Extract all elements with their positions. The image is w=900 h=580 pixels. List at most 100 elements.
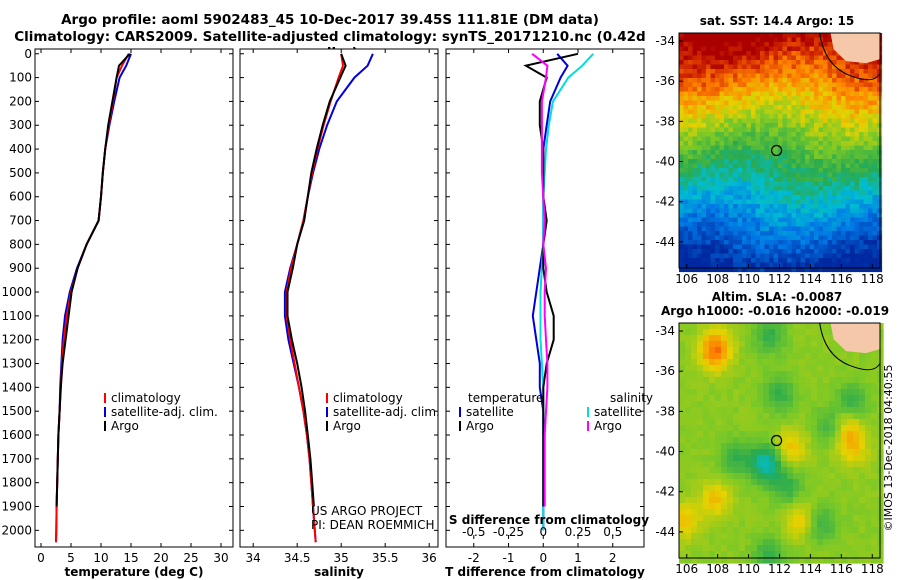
x-tick-label-s: 0.5 [603, 525, 622, 539]
y-tick-label: 1500 [1, 404, 32, 418]
series-argo [55, 53, 131, 507]
lat-tick-label: -34 [655, 324, 675, 338]
x-tick-label: 2 [609, 551, 617, 565]
lon-tick-label: 108 [706, 272, 729, 286]
x-tick-label: -1 [503, 551, 515, 565]
sla-map-title-2: Argo h1000: -0.016 h2000: -0.019 [661, 304, 889, 318]
lat-tick-label: -36 [655, 364, 675, 378]
x-tick-label: 35 [334, 551, 349, 565]
x-tick-label: 0 [37, 551, 45, 565]
x-axis-label-top: S difference from climatology [449, 513, 649, 527]
x-tick-label: 36 [422, 551, 437, 565]
land-australia [830, 33, 880, 64]
contour-line [819, 32, 881, 81]
lat-tick-label: -40 [655, 445, 675, 459]
lon-tick-label: 106 [675, 272, 698, 286]
x-tick-label: 34.5 [284, 551, 311, 565]
contour-line [819, 322, 881, 371]
x-tick-label: -2 [468, 551, 480, 565]
x-tick-label-s: -0.5 [462, 525, 485, 539]
lat-tick-label: -44 [655, 525, 675, 539]
sla-map: -34 -36 -38 -40 -42 -44 106 108 110 112 114 116 118 [655, 322, 884, 576]
annotation-text: US ARGO PROJECT [311, 504, 423, 518]
x-tick-label: 30 [213, 551, 228, 565]
y-tick-label: 1900 [1, 499, 32, 513]
panel-temperature: 0100200300400500600700800900100011001200… [1, 47, 234, 579]
y-tick-label: 600 [9, 190, 32, 204]
series-salinity-argo [531, 53, 549, 507]
legend-label: satellite [594, 405, 642, 419]
panel-salinity: 34 34.5 35 35.5 36 salinity climatologysatelli… [239, 48, 440, 579]
y-tick-label: 2000 [1, 523, 32, 537]
lon-tick-label: 118 [861, 562, 884, 576]
annotation-text: PI: DEAN ROEMMICH [311, 518, 434, 532]
x-tick-label-s: 0 [539, 525, 547, 539]
y-tick-label: 1100 [1, 309, 32, 323]
y-tick-label: 200 [9, 94, 32, 108]
y-tick-label: 800 [9, 237, 32, 251]
sst-map: -34 -36 -38 -40 -42 -44 106 108 110 112 114 116 118 [655, 32, 884, 286]
lon-tick-label: 110 [737, 562, 760, 576]
legend-label: satellite [466, 405, 514, 419]
y-tick-label: 1800 [1, 476, 32, 490]
y-tick-label: 500 [9, 166, 32, 180]
series-argo [286, 53, 347, 507]
x-tick-label: 0 [539, 551, 547, 565]
x-tick-label: 1 [574, 551, 582, 565]
y-tick-label: 900 [9, 261, 32, 275]
sla-map-title-1: Altim. SLA: -0.0087 [712, 290, 843, 304]
x-axis-label: salinity [314, 565, 364, 579]
lat-tick-label: -40 [655, 155, 675, 169]
y-tick-label: 1600 [1, 428, 32, 442]
legend-label: satellite-adj. clim. [333, 405, 440, 419]
lat-tick-label: -36 [655, 74, 675, 88]
lon-tick-label: 106 [675, 562, 698, 576]
legend-title-salinity: salinity [610, 391, 653, 405]
legend-label: climatology [333, 391, 403, 405]
y-tick-label: 0 [24, 47, 32, 61]
sst-map-title: sat. SST: 14.4 Argo: 15 [700, 14, 854, 28]
lon-tick-label: 108 [706, 562, 729, 576]
x-tick-label: 15 [123, 551, 138, 565]
y-tick-label: 1300 [1, 357, 32, 371]
lon-tick-label: 112 [768, 562, 791, 576]
sla-field [679, 323, 884, 564]
x-tick-label: 10 [93, 551, 108, 565]
lat-tick-label: -38 [655, 114, 675, 128]
lat-tick-label: -34 [655, 34, 675, 48]
panel-differences: -2 -1 0 1 2T difference from climatology temp… [445, 48, 653, 579]
argo-location-marker [770, 144, 783, 157]
plot-frame [34, 48, 234, 548]
x-tick-label-s: -0.25 [493, 525, 524, 539]
y-tick-label: 1000 [1, 285, 32, 299]
series-temperature-argo [523, 52, 579, 507]
lon-tick-label: 110 [737, 272, 760, 286]
x-tick-label: 5 [67, 551, 75, 565]
x-tick-label: 25 [183, 551, 198, 565]
legend-label: Argo [111, 419, 139, 433]
legend-label: Argo [594, 419, 622, 433]
land-australia [830, 323, 880, 354]
y-tick-label: 400 [9, 142, 32, 156]
legend-label: Argo [333, 419, 361, 433]
x-tick-label: 20 [153, 551, 168, 565]
lat-tick-label: -44 [655, 235, 675, 249]
legend-label: Argo [466, 419, 494, 433]
x-tick-label: 35.5 [372, 551, 399, 565]
lon-tick-label: 116 [830, 272, 853, 286]
lat-tick-label: -42 [655, 485, 675, 499]
y-tick-label: 1400 [1, 380, 32, 394]
lon-tick-label: 112 [768, 272, 791, 286]
lon-tick-label: 116 [830, 562, 853, 576]
y-tick-label: 1200 [1, 333, 32, 347]
lat-tick-label: -42 [655, 195, 675, 209]
y-tick-label: 100 [9, 71, 32, 85]
argo-location-marker [770, 434, 783, 447]
x-axis-label: temperature (deg C) [65, 565, 204, 579]
legend-title-temperature: temperature [468, 391, 543, 405]
x-tick-label: 34 [246, 551, 261, 565]
plot-frame [239, 48, 439, 548]
lon-tick-label: 118 [861, 272, 884, 286]
lon-tick-label: 114 [799, 272, 822, 286]
